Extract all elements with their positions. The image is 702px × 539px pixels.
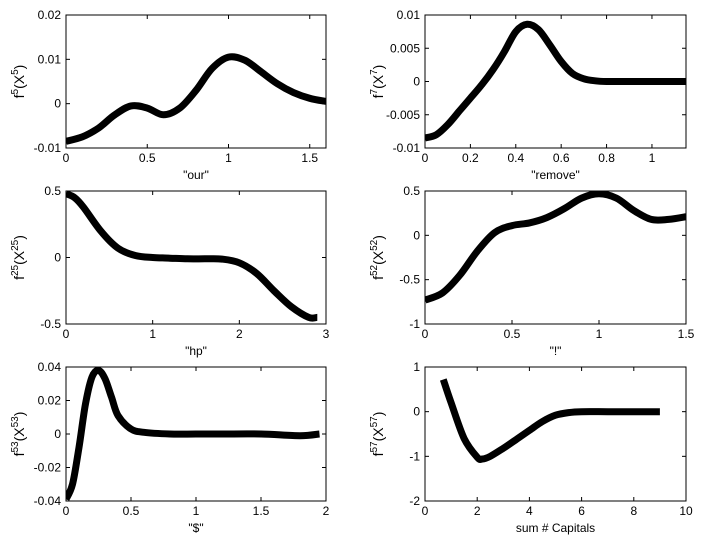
x-tick-label: 0.2 bbox=[462, 151, 479, 165]
series-line-f5 bbox=[66, 53, 326, 145]
x-tick-label: 3 bbox=[323, 327, 330, 341]
x-axis-label: "hp" bbox=[185, 344, 207, 358]
x-tick-label: 0.5 bbox=[504, 327, 521, 341]
x-axis-label: "our" bbox=[183, 168, 209, 182]
y-axis-label: f7(X7) bbox=[369, 65, 386, 99]
y-tick-label: -0.04 bbox=[34, 494, 62, 508]
x-axis-label: "remove" bbox=[531, 168, 580, 182]
y-axis-label: f25(X25) bbox=[10, 235, 27, 280]
x-tick-label: 2 bbox=[323, 504, 330, 518]
x-tick-label: 1 bbox=[596, 327, 603, 341]
x-tick-label: 1 bbox=[193, 504, 200, 518]
y-tick-label: 0.01 bbox=[397, 8, 421, 22]
x-tick-label: 6 bbox=[578, 504, 585, 518]
y-tick-label: 0 bbox=[413, 228, 420, 242]
x-tick-label: 0.5 bbox=[123, 504, 140, 518]
y-tick-label: -0.01 bbox=[34, 141, 62, 155]
y-tick-label: -0.02 bbox=[34, 461, 62, 475]
y-tick-label: 0.5 bbox=[403, 184, 420, 198]
y-tick-label: -0.01 bbox=[393, 141, 421, 155]
x-tick-label: 0.4 bbox=[507, 151, 524, 165]
x-tick-label: 0.5 bbox=[139, 151, 156, 165]
y-tick-label: 0.01 bbox=[38, 52, 62, 66]
y-tick-label: -2 bbox=[409, 494, 420, 508]
y-tick-label: -1 bbox=[409, 317, 420, 331]
y-tick-label: 0 bbox=[413, 75, 420, 89]
y-tick-label: 0.005 bbox=[390, 41, 420, 55]
x-tick-label: 1.5 bbox=[678, 327, 695, 341]
axes-box bbox=[424, 366, 687, 502]
y-tick-label: 0.04 bbox=[38, 360, 62, 374]
series-line-f53 bbox=[66, 367, 320, 501]
x-tick-label: 1 bbox=[649, 151, 656, 165]
series-line-f57 bbox=[439, 378, 660, 463]
x-tick-label: 0.6 bbox=[553, 151, 570, 165]
y-axis-label: f5(X5) bbox=[10, 65, 27, 99]
y-tick-label: -0.5 bbox=[399, 273, 420, 287]
y-tick-label: 0 bbox=[54, 97, 61, 111]
x-axis-label: "$" bbox=[188, 521, 203, 535]
y-tick-label: 0.02 bbox=[38, 8, 62, 22]
series-line-f52 bbox=[425, 191, 686, 304]
y-axis-label: f53(X53) bbox=[10, 412, 27, 457]
x-axis-label: "!" bbox=[550, 344, 562, 358]
x-tick-label: 0 bbox=[63, 327, 70, 341]
y-tick-label: 1 bbox=[413, 360, 420, 374]
y-tick-label: 0.02 bbox=[38, 394, 62, 408]
subplot-2: 0 0.2 0.4 0.6 0.8 1 -0.01 -0.005 0 0.005 0.01 "remo… bbox=[369, 8, 687, 182]
x-tick-label: 2 bbox=[236, 327, 243, 341]
axes-box bbox=[65, 14, 327, 149]
x-tick-label: 0 bbox=[422, 151, 429, 165]
y-tick-label: -1 bbox=[409, 449, 420, 463]
y-tick-label: 0 bbox=[54, 427, 61, 441]
subplot-4: 0 0.5 1 1.5 -1 -0.5 0 0.5 "!" f52(X52) bbox=[369, 184, 695, 358]
x-tick-label: 0 bbox=[422, 504, 429, 518]
axes-box bbox=[424, 190, 687, 325]
x-tick-label: 1 bbox=[225, 151, 232, 165]
x-tick-label: 10 bbox=[679, 504, 693, 518]
y-tick-label: 0.5 bbox=[44, 184, 61, 198]
y-tick-label: -0.005 bbox=[386, 108, 420, 122]
y-tick-label: -0.5 bbox=[40, 317, 61, 331]
x-tick-label: 8 bbox=[630, 504, 637, 518]
y-tick-label: 0 bbox=[54, 251, 61, 265]
subplot-5: 0 0.5 1 1.5 2 -0.04 -0.02 0 0.02 0.04 "$" f53(X53) bbox=[10, 360, 330, 535]
x-tick-label: 0 bbox=[422, 327, 429, 341]
x-tick-label: 0 bbox=[63, 151, 70, 165]
x-tick-label: 2 bbox=[474, 504, 481, 518]
series-line-f7 bbox=[425, 20, 686, 142]
x-tick-label: 0 bbox=[63, 504, 70, 518]
series-line-f25 bbox=[66, 191, 318, 322]
x-tick-label: 1.5 bbox=[301, 151, 318, 165]
x-tick-label: 4 bbox=[526, 504, 533, 518]
x-axis-label: sum # Capitals bbox=[516, 521, 595, 535]
x-tick-label: 1.5 bbox=[253, 504, 270, 518]
subplot-3: 0 1 2 3-0.500.5"hp"f25(X25) bbox=[10, 184, 330, 358]
y-axis-label: f52(X52) bbox=[369, 235, 386, 280]
y-axis-label: f57(X57) bbox=[369, 412, 386, 457]
subplot-6: 0 2 4 6 8 10 -2 -1 0 1 sum # Capitals f57(X57) bbox=[369, 360, 693, 535]
x-tick-label: 0.8 bbox=[598, 151, 615, 165]
x-tick-label: 1 bbox=[149, 327, 156, 341]
y-tick-label: 0 bbox=[413, 405, 420, 419]
